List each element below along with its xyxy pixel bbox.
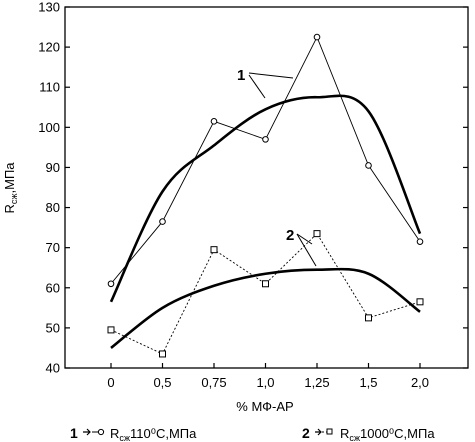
y-tick-label: 50 xyxy=(46,320,60,335)
data-point-square xyxy=(107,326,115,334)
plot-frame xyxy=(64,6,469,369)
data-point-circle xyxy=(210,118,218,125)
annotation-2-leader-b xyxy=(296,233,317,267)
data-point-square xyxy=(416,298,424,306)
annotation-1: 1 xyxy=(237,67,245,84)
data-point-circle xyxy=(107,280,115,288)
y-tick-label: 70 xyxy=(46,240,60,255)
legend-num-2: 2 xyxy=(302,425,310,441)
legend-marker-square xyxy=(326,428,333,435)
legend-label-2: Rсж1000⁰С,МПа xyxy=(340,426,435,442)
legend-marker-circle xyxy=(97,428,105,436)
x-tick-label: 1,25 xyxy=(304,375,329,390)
legend-arrow-1 xyxy=(83,428,91,436)
data-point-square xyxy=(365,314,372,322)
data-point-circle xyxy=(159,218,166,225)
y-tick-label: 40 xyxy=(46,361,60,376)
x-axis-label: % МФ-АР xyxy=(236,399,293,414)
annotation-1-leader-b xyxy=(248,72,294,79)
data-point-circle xyxy=(262,136,269,143)
data-point-circle xyxy=(313,33,321,41)
y-tick-label: 90 xyxy=(46,160,60,175)
data-point-square xyxy=(313,230,321,238)
y-tick-label: 100 xyxy=(38,120,60,135)
annotation-1-leader-a xyxy=(248,74,266,99)
data-point-circle xyxy=(416,238,424,245)
y-tick-label: 80 xyxy=(46,200,60,215)
x-tick-label: 2,0 xyxy=(411,375,429,390)
x-tick-label: 0 xyxy=(107,375,114,390)
data-point-square xyxy=(210,246,218,254)
x-tick-label: 0,5 xyxy=(153,375,171,390)
y-tick-label: 130 xyxy=(38,0,60,15)
x-tick-label: 1,5 xyxy=(359,375,377,390)
annotation-2: 2 xyxy=(286,227,294,244)
y-tick-label: 120 xyxy=(38,40,60,55)
series-line-1 xyxy=(110,35,421,285)
legend-num-1: 1 xyxy=(70,425,78,441)
data-point-square xyxy=(262,280,269,288)
x-tick-label: 1,0 xyxy=(256,375,274,390)
data-point-circle xyxy=(365,162,372,169)
x-tick-label: 0,75 xyxy=(201,375,226,390)
fit-curve-1 xyxy=(109,94,422,303)
y-axis-label: Rсж,МПа xyxy=(2,162,19,214)
data-point-square xyxy=(159,350,166,358)
legend-label-1: Rсж110⁰С,МПа xyxy=(110,426,197,442)
fit-curve-2 xyxy=(110,267,421,349)
series-line-2 xyxy=(110,232,421,355)
legend-arrow-2 xyxy=(315,428,322,436)
annotation-2-leader-a xyxy=(296,233,313,245)
y-tick-label: 60 xyxy=(46,280,60,295)
y-tick-label: 110 xyxy=(39,80,60,95)
